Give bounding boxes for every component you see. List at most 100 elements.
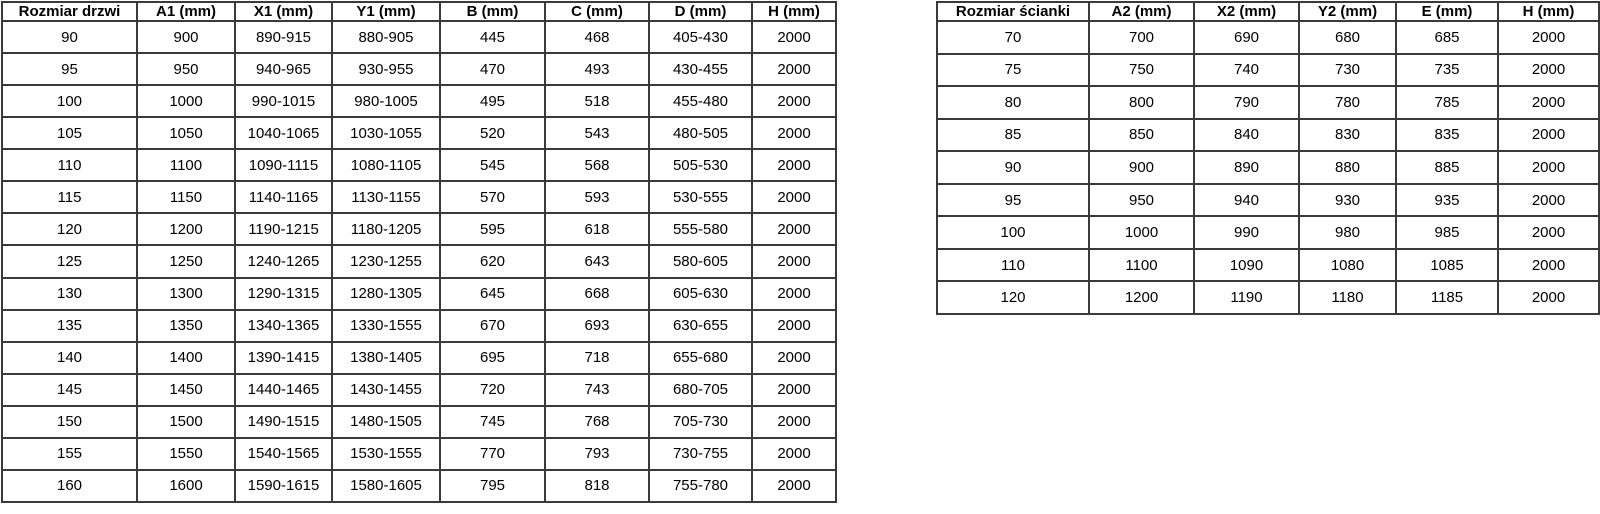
table-cell: 730 — [1298, 52, 1397, 88]
table-row: 75 750 740 730 735 2000 — [936, 52, 1600, 88]
table-cell: 1030-1055 — [331, 116, 441, 151]
table-cell: 1180 — [1298, 280, 1397, 315]
table-cell: 680-705 — [648, 372, 753, 407]
table-cell: 755-780 — [648, 468, 753, 504]
table-cell: 1230-1255 — [331, 244, 441, 279]
table-row: 100 1000 990 980 985 2000 — [936, 215, 1600, 250]
table-cell: 835 — [1395, 117, 1499, 153]
table-cell: 830 — [1298, 117, 1397, 153]
table-row: 120 1200 1190 1180 1185 2000 — [936, 280, 1600, 315]
table-cell: 405-430 — [648, 19, 753, 55]
table-cell: 718 — [544, 340, 650, 375]
table-cell: 990-1015 — [234, 84, 333, 119]
table-cell: 593 — [544, 180, 650, 215]
table-cell: 545 — [439, 148, 546, 183]
table-cell: 70 — [936, 20, 1090, 55]
table-cell: 1580-1605 — [331, 468, 441, 504]
table-cell: 125 — [1, 244, 138, 279]
table-row: 70 700 690 680 685 2000 — [936, 20, 1600, 55]
table-cell: 530-555 — [648, 180, 753, 215]
table-cell: 768 — [544, 404, 650, 439]
table-cell: 950 — [1088, 182, 1195, 218]
table-cell: 75 — [936, 52, 1090, 88]
table-cell: 155 — [1, 436, 138, 471]
table-cell: 950 — [136, 52, 236, 87]
table-cell: 1380-1405 — [331, 340, 441, 375]
table-cell: 2000 — [751, 308, 837, 343]
table-cell: 668 — [544, 276, 650, 311]
table-cell: 110 — [936, 247, 1090, 283]
door-size-table: Rozmiar drzwi A1 (mm) X1 (mm) Y1 (mm) B (mm)… — [1, 1, 837, 504]
table-cell: 645 — [439, 276, 546, 311]
wall-size-table: Rozmiar ścianki A2 (mm) X2 (mm) Y2 (mm) E (m… — [936, 1, 1600, 315]
table-cell: 630-655 — [648, 308, 753, 343]
table-row: 110 1100 1090-1115 1080-1105 545 568 505-530 20… — [1, 148, 837, 183]
table-cell: 705-730 — [648, 404, 753, 439]
table-cell: 980 — [1298, 215, 1397, 250]
table-cell: 880 — [1298, 150, 1397, 185]
table-row: 135 1350 1340-1365 1330-1555 670 693 630-655 20… — [1, 308, 837, 343]
table-cell: 100 — [936, 215, 1090, 250]
table-cell: 90 — [1, 19, 138, 55]
column-header: H (mm) — [751, 1, 837, 22]
table-cell: 800 — [1088, 85, 1195, 120]
table-cell: 793 — [544, 436, 650, 471]
table-cell: 1000 — [1088, 215, 1195, 250]
table-cell: 745 — [439, 404, 546, 439]
table-cell: 2000 — [751, 148, 837, 183]
table-cell: 940 — [1193, 182, 1300, 218]
table-cell: 1430-1455 — [331, 372, 441, 407]
table-cell: 115 — [1, 180, 138, 215]
table-cell: 85 — [936, 117, 1090, 153]
table-cell: 670 — [439, 308, 546, 343]
table-cell: 1450 — [136, 372, 236, 407]
column-header: A2 (mm) — [1088, 1, 1195, 22]
table-cell: 570 — [439, 180, 546, 215]
table-cell: 95 — [936, 182, 1090, 218]
table-cell: 145 — [1, 372, 138, 407]
table-cell: 935 — [1395, 182, 1499, 218]
table-row: 85 850 840 830 835 2000 — [936, 117, 1600, 153]
table-cell: 620 — [439, 244, 546, 279]
table-row: 115 1150 1140-1165 1130-1155 570 593 530-555 20… — [1, 180, 837, 215]
table-cell: 930 — [1298, 182, 1397, 218]
table-cell: 1085 — [1395, 247, 1499, 283]
table-cell: 2000 — [1497, 117, 1600, 153]
table-cell: 1300 — [136, 276, 236, 311]
table-cell: 885 — [1395, 150, 1499, 185]
table-cell: 1590-1615 — [234, 468, 333, 504]
table-cell: 120 — [936, 280, 1090, 315]
table-row: 110 1100 1090 1080 1085 2000 — [936, 247, 1600, 283]
table-cell: 1250 — [136, 244, 236, 279]
table-cell: 2000 — [751, 180, 837, 215]
table-cell: 2000 — [1497, 150, 1600, 185]
column-header: E (mm) — [1395, 1, 1499, 22]
table-cell: 2000 — [751, 372, 837, 407]
table-cell: 90 — [936, 150, 1090, 185]
table-cell: 1530-1555 — [331, 436, 441, 471]
table-cell: 890-915 — [234, 19, 333, 55]
table-cell: 780 — [1298, 85, 1397, 120]
table-cell: 1080 — [1298, 247, 1397, 283]
table-cell: 2000 — [751, 84, 837, 119]
table-row: 95 950 940-965 930-955 470 493 430-455 2000 — [1, 52, 837, 87]
table-cell: 655-680 — [648, 340, 753, 375]
table-row: 90 900 890 880 885 2000 — [936, 150, 1600, 185]
table-cell: 80 — [936, 85, 1090, 120]
table-cell: 505-530 — [648, 148, 753, 183]
table-row: 140 1400 1390-1415 1380-1405 695 718 655-680 20… — [1, 340, 837, 375]
table-cell: 1100 — [136, 148, 236, 183]
table-cell: 518 — [544, 84, 650, 119]
table-cell: 135 — [1, 308, 138, 343]
header-row: Rozmiar drzwi A1 (mm) X1 (mm) Y1 (mm) B (mm)… — [1, 1, 837, 22]
table-cell: 95 — [1, 52, 138, 87]
table-cell: 730-755 — [648, 436, 753, 471]
table-cell: 1330-1555 — [331, 308, 441, 343]
table-cell: 990 — [1193, 215, 1300, 250]
table-cell: 1190-1215 — [234, 212, 333, 247]
table-cell: 1290-1315 — [234, 276, 333, 311]
table-cell: 2000 — [1497, 52, 1600, 88]
table-cell: 1090 — [1193, 247, 1300, 283]
table-cell: 595 — [439, 212, 546, 247]
table-cell: 605-630 — [648, 276, 753, 311]
